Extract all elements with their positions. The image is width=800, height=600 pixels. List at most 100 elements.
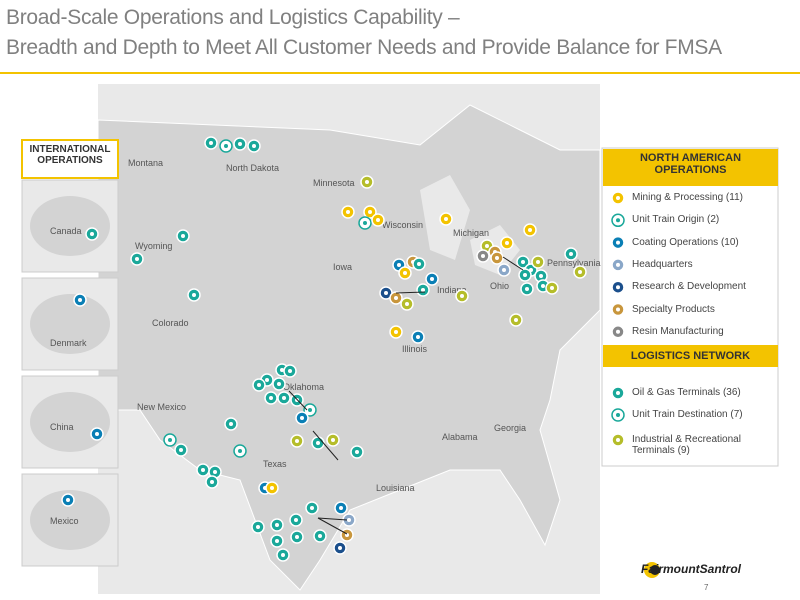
site-icon-dot xyxy=(294,518,298,522)
title-line: Breadth and Depth to Meet All Customer N… xyxy=(6,36,722,59)
site-icon-dot xyxy=(616,196,620,200)
legend-item: Research & Development xyxy=(632,281,746,293)
site-icon-dot xyxy=(135,257,139,261)
site-icon-dot xyxy=(541,284,545,288)
connector xyxy=(312,430,339,461)
state-label: North Dakota xyxy=(226,163,279,173)
legend-item: Unit Train Destination (7) xyxy=(632,409,743,420)
site-icon-dot xyxy=(318,534,322,538)
site-icon-dot xyxy=(417,262,421,266)
legend-item: Mining & Processing (11) xyxy=(632,192,743,203)
inset-label: Denmark xyxy=(50,338,87,348)
site-icon-dot xyxy=(78,298,82,302)
site-icon-dot xyxy=(90,232,94,236)
site-icon-dot xyxy=(481,254,485,258)
site-icon-dot xyxy=(403,271,407,275)
site-icon-dot xyxy=(209,141,213,145)
site-icon-dot xyxy=(338,546,342,550)
inset-label: Mexico xyxy=(50,516,79,526)
legend-item: Headquarters xyxy=(632,258,693,270)
site-icon-dot xyxy=(192,293,196,297)
site-icon-dot xyxy=(525,287,529,291)
rule xyxy=(0,72,800,74)
inset-label: Canada xyxy=(50,226,82,236)
site-icon-dot xyxy=(316,441,320,445)
state-label: Texas xyxy=(263,459,287,469)
site-icon-dot xyxy=(280,368,284,372)
site-icon-dot xyxy=(339,506,343,510)
state-label: Michigan xyxy=(453,228,489,238)
site-icon-dot xyxy=(275,523,279,527)
state-label: Iowa xyxy=(333,262,352,272)
site-icon-dot xyxy=(514,318,518,322)
site-icon-dot xyxy=(281,553,285,557)
site-icon-dot xyxy=(275,539,279,543)
site-icon-dot xyxy=(331,438,335,442)
site-icon-dot xyxy=(295,535,299,539)
legend-title: NORTH AMERICAN OPERATIONS xyxy=(603,149,778,186)
state-label: Wisconsin xyxy=(382,220,423,230)
site-icon-dot xyxy=(416,335,420,339)
site-icon-dot xyxy=(238,449,242,453)
site-icon-dot xyxy=(308,408,312,412)
connector xyxy=(317,517,348,521)
site-icon-dot xyxy=(181,234,185,238)
legend-item: Coating Operations (10) xyxy=(632,236,739,248)
site-icon-dot xyxy=(66,498,70,502)
connector xyxy=(395,291,426,294)
site-icon-dot xyxy=(394,296,398,300)
legend-item: Unit Train Origin (2) xyxy=(632,214,720,226)
connector xyxy=(317,517,348,535)
state-label: Minnesota xyxy=(313,178,355,188)
site-icon-dot xyxy=(346,210,350,214)
site-icon-dot xyxy=(201,468,205,472)
site-icon-dot xyxy=(495,256,499,260)
state-label: Wyoming xyxy=(135,241,172,251)
site-icon-dot xyxy=(347,518,351,522)
site-icon-dot xyxy=(394,330,398,334)
state-label: Alabama xyxy=(442,432,478,442)
inset-land xyxy=(30,294,110,354)
logo: FairmountSantrol xyxy=(641,562,742,576)
site-icon-dot xyxy=(384,291,388,295)
site-icon-dot xyxy=(616,262,620,267)
site-icon-dot xyxy=(168,438,172,442)
site-icon-dot xyxy=(616,307,620,312)
site-icon-dot xyxy=(376,218,380,222)
state-label: New Mexico xyxy=(137,402,186,412)
site-icon-dot xyxy=(430,277,434,281)
site-icon-dot xyxy=(616,285,620,290)
site-icon-dot xyxy=(213,470,217,474)
site-icon-dot xyxy=(368,210,372,214)
inset-land xyxy=(30,490,110,550)
site-icon-dot xyxy=(269,396,273,400)
site-icon-dot xyxy=(363,221,367,225)
site-icon-dot xyxy=(528,228,532,232)
state-label: Indiana xyxy=(437,285,467,295)
site-icon-dot xyxy=(397,263,401,267)
intl-title: INTERNATIONAL OPERATIONS xyxy=(29,144,111,166)
site-icon-dot xyxy=(485,244,489,248)
site-icon-dot xyxy=(210,480,214,484)
site-icon-dot xyxy=(277,382,281,386)
site-icon-dot xyxy=(502,268,506,272)
site-icon-dot xyxy=(288,369,292,373)
site-icon-dot xyxy=(550,286,554,290)
state-label: Oklahoma xyxy=(283,382,324,392)
intl-title-box xyxy=(21,139,119,179)
site-icon-dot xyxy=(616,438,620,442)
connector xyxy=(502,256,524,271)
site-icon-dot xyxy=(539,274,543,278)
legend-item: Industrial & Recreational Terminals (9) xyxy=(632,434,741,456)
site-icon-dot xyxy=(460,294,464,298)
state-label: Colorado xyxy=(152,318,189,328)
legend-item: Resin Manufacturing xyxy=(632,325,724,337)
site-icon-dot xyxy=(444,217,448,221)
inset-land xyxy=(30,392,110,452)
site-icon-dot xyxy=(616,391,620,395)
site-icon-dot xyxy=(365,180,369,184)
site-icon-dot xyxy=(616,329,620,334)
site-icon-dot xyxy=(521,260,525,264)
